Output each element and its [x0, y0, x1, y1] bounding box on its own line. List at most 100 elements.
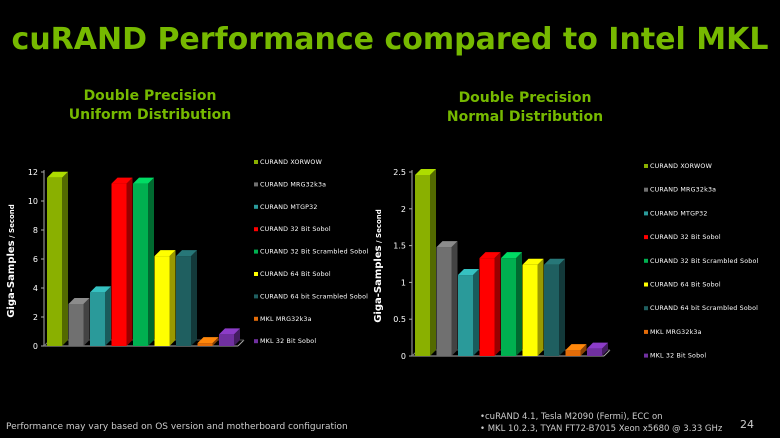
bar-side [191, 250, 197, 346]
bar-side [62, 171, 68, 346]
y-tick-label: 2 [33, 313, 38, 322]
chart-2: 0 0.5 1 1.5 2 2.5 Giga-Samples / Second CURAND … [373, 163, 759, 361]
chart-2-title-line-2: Normal Distribution [446, 109, 604, 125]
slide-title: cuRAND Performance compared to Intel MKL [11, 22, 769, 57]
bar-top [415, 168, 436, 175]
legend-label: CURAND 32 Bit Scrambled Sobol [260, 249, 369, 256]
bar-6 [154, 250, 176, 346]
bar-side [473, 269, 479, 356]
legend-label: CURAND 32 Bit Sobol [650, 234, 721, 241]
legend-swatch [644, 353, 648, 358]
bar-top [587, 342, 608, 349]
y-tick-label: 1 [401, 278, 406, 287]
legend-label: CURAND 64 bit Scrambled Sobol [650, 305, 758, 312]
bar-front [219, 334, 234, 346]
bar-top [197, 337, 219, 344]
y-tick-label: 6 [33, 255, 38, 264]
bar-8 [197, 337, 219, 346]
chart-1-title-line-2: Uniform Distribution [68, 107, 232, 123]
y-axis-label-main: Giga-Samples [373, 245, 384, 322]
bar-front [68, 303, 84, 346]
legend-label: MKL 32 Bit Sobol [650, 353, 706, 360]
bar-7 [176, 250, 197, 346]
bar-side [494, 252, 501, 356]
bar-front [154, 256, 170, 346]
chart-1-title: Double Precision Uniform Distribution [50, 87, 250, 125]
bar-1 [47, 171, 68, 346]
y-axis-label-unit: / Second [375, 209, 383, 245]
bar-side [105, 286, 111, 346]
y-tick-label: 12 [28, 168, 38, 177]
x-axis-depth [237, 339, 245, 347]
bar-side [602, 342, 608, 356]
chart-2-title-line-1: Double Precision [458, 90, 592, 106]
y-tick-label: 0 [401, 352, 406, 361]
bar-side [451, 241, 458, 356]
bar-side [559, 258, 565, 356]
legend-label: CURAND MTGP32 [650, 210, 708, 217]
legend-swatch [644, 258, 648, 263]
legend-label: MKL MRG32k3a [260, 316, 312, 323]
bar-4 [111, 177, 133, 346]
legend-swatch [644, 282, 648, 287]
legend-swatch [644, 329, 648, 334]
legend-label: CURAND MRG32k3a [650, 187, 716, 194]
bar-front [176, 256, 191, 346]
bar-front [544, 264, 559, 356]
bar-side [169, 250, 176, 346]
bar-1 [415, 168, 436, 356]
bar-side [212, 337, 219, 346]
legend-swatch [644, 306, 648, 311]
legend-label: CURAND MRG32k3a [260, 181, 326, 188]
bar-side [537, 258, 544, 356]
legend-swatch [254, 316, 258, 321]
legend-swatch [254, 182, 258, 187]
y-tick-label: 1.5 [393, 242, 406, 251]
page-number: 24 [740, 418, 754, 431]
legend-label: CURAND 64 bit Scrambled Sobol [260, 293, 368, 300]
bar-front [522, 264, 538, 356]
bar-top [68, 297, 90, 304]
bar-front [111, 183, 127, 346]
bar-front [565, 350, 581, 356]
legend-label: CURAND XORWOW [650, 163, 713, 170]
legend-label: CURAND 64 Bit Sobol [650, 282, 721, 289]
legend-label: MKL MRG32k3a [650, 329, 702, 336]
legend-swatch [254, 294, 258, 299]
bar-5 [501, 252, 522, 356]
legend-label: CURAND 32 Bit Scrambled Sobol [650, 258, 759, 265]
bar-top [133, 177, 154, 184]
bar-6 [522, 258, 544, 356]
bar-side [430, 168, 436, 356]
bar-7 [544, 258, 565, 356]
bar-side [580, 344, 587, 356]
legend-swatch [254, 204, 258, 209]
bar-top [47, 171, 68, 178]
legend-swatch [254, 227, 258, 232]
bar-9 [587, 342, 608, 356]
y-tick-label: 0 [33, 342, 38, 351]
bar-2 [68, 297, 90, 346]
bar-front [47, 177, 62, 346]
y-axis-label-unit: / Second [8, 204, 16, 240]
legend-swatch [644, 164, 648, 168]
bar-top [565, 344, 587, 351]
y-axis-label: Giga-Samples / Second [6, 204, 17, 318]
y-axis-label-main: Giga-Samples [6, 240, 17, 317]
bar-side [83, 297, 90, 346]
legend-swatch [644, 235, 648, 240]
bar-front [479, 258, 495, 356]
y-tick-label: 4 [33, 284, 38, 293]
bar-8 [565, 344, 587, 356]
bar-front [197, 343, 213, 346]
bar-top [522, 258, 544, 265]
bar-5 [133, 177, 154, 346]
y-tick-label: 2.5 [393, 168, 406, 177]
bar-front [436, 247, 452, 356]
bar-front [587, 348, 602, 356]
legend-swatch [254, 249, 258, 254]
y-tick-label: 8 [33, 226, 38, 235]
bar-side [148, 177, 154, 346]
bar-top [479, 252, 501, 259]
